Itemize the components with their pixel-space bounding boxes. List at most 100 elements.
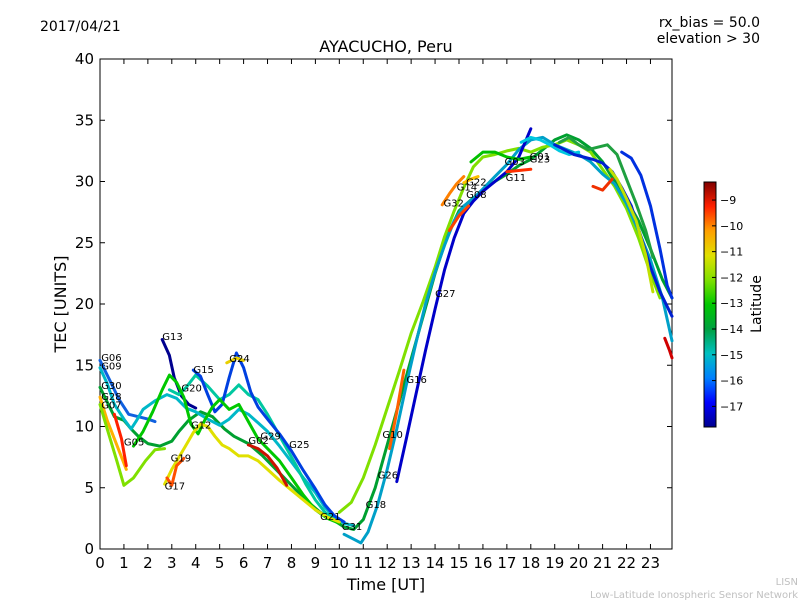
series-line-13 <box>225 356 246 365</box>
prn-label: G22 <box>466 178 486 189</box>
series-line-16 <box>395 127 533 484</box>
prn-label: G15 <box>193 365 213 376</box>
date-label: 2017/04/21 <box>40 19 121 35</box>
x-tick-label: 7 <box>263 554 273 572</box>
prn-label: G30 <box>101 381 121 392</box>
series-line-25 <box>663 336 674 360</box>
colorbar-tick-label: −16 <box>720 375 743 388</box>
y-tick-label: 5 <box>84 479 94 497</box>
series-line-9 <box>132 373 341 525</box>
series-line-3 <box>98 395 128 471</box>
x-tick-label: 8 <box>287 554 297 572</box>
prn-label: G14 <box>457 183 477 194</box>
series-line-24 <box>620 150 674 300</box>
x-tick-label: 0 <box>95 554 105 572</box>
colorbar-tick-label: −13 <box>720 297 743 310</box>
prn-label: G16 <box>406 375 426 386</box>
prn-label: G19 <box>171 453 191 464</box>
x-tick-label: 15 <box>449 554 468 572</box>
colorbar-ticks: −9 −10 −11 −12 −13 −14 −15 −16 −17 <box>712 194 743 413</box>
colorbar-tick-label: −15 <box>720 349 743 362</box>
series-line-5 <box>98 402 167 487</box>
series-line-26 <box>591 177 614 192</box>
x-tick-label: 10 <box>330 554 349 572</box>
prn-label: G10 <box>382 430 402 441</box>
x-tick-label: 16 <box>473 554 492 572</box>
series-line-17 <box>519 135 581 156</box>
series-line-14 <box>337 138 662 514</box>
series-line-11 <box>165 456 186 487</box>
series-line-10 <box>163 422 341 524</box>
colorbar-tick-label: −12 <box>720 271 743 284</box>
prn-label: G27 <box>435 289 455 300</box>
x-tick-label: 22 <box>617 554 636 572</box>
x-tick-label: 9 <box>311 554 321 572</box>
footer-network: Low-Latitude Ionospheric Sensor Network <box>590 590 798 600</box>
y-tick-label: 30 <box>75 173 94 191</box>
prn-label: G20 <box>181 384 201 395</box>
prn-label: G03 <box>504 157 524 168</box>
series-line-28 <box>558 135 655 259</box>
x-tick-label: 6 <box>239 554 249 572</box>
prn-label: G11 <box>506 173 526 184</box>
series-line-0 <box>98 133 674 531</box>
prn-label: G18 <box>366 500 386 511</box>
y-tick-label: 35 <box>75 111 94 129</box>
prn-label: G13 <box>162 332 182 343</box>
prn-label: G02 <box>248 436 268 447</box>
y-axis: 0 5 10 15 20 25 30 35 40 <box>75 50 672 558</box>
prn-label: G07 <box>101 401 121 412</box>
x-tick-label: 5 <box>215 554 225 572</box>
x-tick-label: 18 <box>521 554 540 572</box>
y-tick-label: 40 <box>75 50 94 68</box>
footer-lisn: LISN <box>776 577 798 588</box>
y-tick-label: 0 <box>84 540 94 558</box>
series-line-4 <box>112 412 128 468</box>
y-tick-label: 20 <box>75 295 94 313</box>
series-line-20 <box>440 175 466 207</box>
prn-label: G31 <box>342 522 362 533</box>
colorbar-label: Latitude <box>749 275 765 333</box>
prn-label: G26 <box>378 471 398 482</box>
x-tick-label: 23 <box>641 554 660 572</box>
y-tick-label: 25 <box>75 234 94 252</box>
x-tick-label: 17 <box>497 554 516 572</box>
series-line-18 <box>505 167 533 174</box>
y-tick-label: 15 <box>75 356 94 374</box>
x-tick-label: 11 <box>354 554 373 572</box>
chart-title: AYACUCHO, Peru <box>319 37 452 56</box>
prn-label: G25 <box>289 440 309 451</box>
prn-label: G23 <box>530 154 550 165</box>
x-tick-label: 12 <box>378 554 397 572</box>
x-tick-label: 19 <box>545 554 564 572</box>
prn-label: G21 <box>320 512 340 523</box>
colorbar-tick-label: −10 <box>720 220 743 233</box>
prn-label: G05 <box>124 437 144 448</box>
prn-label: G32 <box>443 199 463 210</box>
series-line-8 <box>191 351 346 524</box>
prn-label: G24 <box>229 354 249 365</box>
x-tick-label: 14 <box>426 554 445 572</box>
x-tick-label: 21 <box>593 554 612 572</box>
prn-label: G01 <box>530 152 550 163</box>
series-line-22 <box>469 150 533 164</box>
series-line-6 <box>160 338 198 410</box>
colorbar-tick-label: −9 <box>720 194 736 207</box>
colorbar-tick-label: −14 <box>720 323 743 336</box>
prn-label: G28 <box>101 392 121 403</box>
x-axis-label: Time [UT] <box>346 575 425 594</box>
x-tick-label: 2 <box>143 554 153 572</box>
prn-label: G08 <box>466 190 486 201</box>
rx-bias-label: rx_bias = 50.0 <box>659 15 760 31</box>
x-tick-label: 1 <box>119 554 129 572</box>
y-axis-label: TEC [UNITS] <box>51 256 70 354</box>
prn-label: G09 <box>101 361 121 372</box>
series-group <box>98 127 674 545</box>
prn-label: G17 <box>165 482 185 493</box>
series-line-15 <box>342 135 674 545</box>
prn-label: G06 <box>101 353 121 364</box>
series-line-12 <box>246 443 289 487</box>
x-tick-label: 3 <box>167 554 177 572</box>
series-line-21 <box>462 175 480 185</box>
